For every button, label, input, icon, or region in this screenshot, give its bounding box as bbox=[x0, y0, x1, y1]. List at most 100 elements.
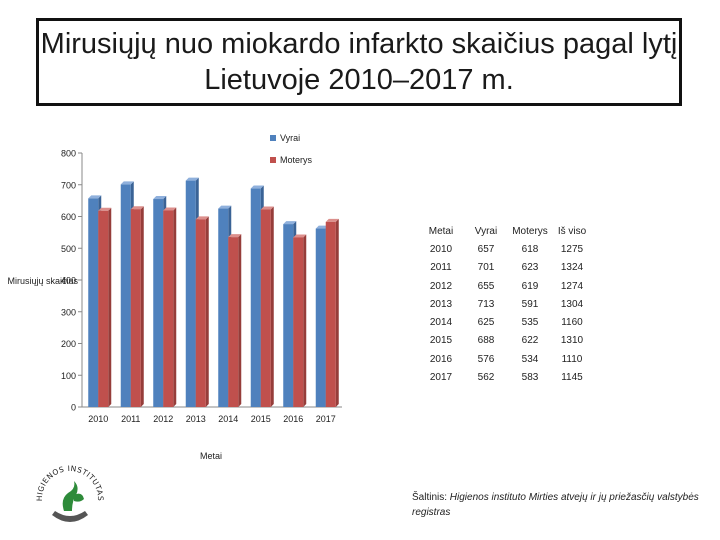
table-body: 2010 657 618 1275 2011 701 623 1324 2012 655 619 12… bbox=[418, 240, 592, 386]
bar-top bbox=[218, 205, 232, 209]
table-row: 2013 713 591 1304 bbox=[418, 295, 592, 313]
y-tick-label: 400 bbox=[61, 276, 76, 286]
y-tick-label: 800 bbox=[61, 149, 76, 159]
x-tick-label: 2016 bbox=[283, 414, 303, 424]
table-cell: 591 bbox=[521, 298, 539, 310]
bar-moterys bbox=[98, 210, 109, 407]
table-cell: 2014 bbox=[429, 317, 453, 329]
table-cell: 1145 bbox=[561, 372, 583, 384]
table-cell: 625 bbox=[477, 317, 495, 329]
x-tick-label: 2010 bbox=[88, 414, 108, 424]
table-cell: 1304 bbox=[560, 298, 584, 310]
logo-bowl bbox=[52, 511, 88, 522]
page-title: Mirusiųjų nuo miokardo infarkto skaičius… bbox=[40, 28, 678, 96]
bar-vyrai bbox=[250, 188, 261, 407]
table-cell: 619 bbox=[521, 280, 539, 292]
table-header: Iš viso bbox=[557, 225, 587, 237]
bar-top bbox=[228, 234, 242, 238]
table-cell: 1160 bbox=[561, 317, 583, 329]
logo-leaf bbox=[74, 493, 84, 502]
table-cell: 618 bbox=[521, 243, 539, 255]
x-tick-label: 2015 bbox=[251, 414, 271, 424]
title-box: Mirusiųjų nuo miokardo infarkto skaičius… bbox=[36, 18, 682, 106]
bar-top bbox=[283, 221, 297, 225]
x-tick-label: 2013 bbox=[186, 414, 206, 424]
bar-vyrai bbox=[218, 208, 229, 407]
bar-side bbox=[270, 206, 274, 407]
y-tick-label: 100 bbox=[61, 371, 76, 381]
table-cell: 534 bbox=[521, 353, 539, 365]
legend-label: Moterys bbox=[280, 155, 313, 165]
bar-top bbox=[315, 225, 329, 229]
table-header: Metai bbox=[428, 225, 454, 237]
table-header-row: Metai Vyrai Moterys Iš viso bbox=[418, 222, 592, 240]
legend-label: Vyrai bbox=[280, 133, 300, 143]
bar-side bbox=[173, 207, 177, 407]
bar-moterys bbox=[195, 219, 206, 407]
bar-top bbox=[153, 196, 167, 200]
table-cell: 1324 bbox=[560, 262, 584, 274]
bar-vyrai bbox=[120, 184, 131, 407]
bar-top bbox=[163, 207, 177, 211]
table-cell: 701 bbox=[477, 262, 495, 274]
bar-moterys bbox=[228, 237, 239, 407]
table-cell: 2010 bbox=[429, 243, 453, 255]
bar-side bbox=[108, 207, 112, 407]
table-row: 2016 576 534 1110 bbox=[418, 350, 592, 368]
bar-moterys bbox=[325, 221, 336, 407]
institute-logo: HIGIENOS INSTITUTAS bbox=[35, 464, 105, 522]
table-row: 2014 625 535 1160 bbox=[418, 313, 592, 331]
table-cell: 2017 bbox=[429, 372, 453, 384]
x-tick-label: 2017 bbox=[316, 414, 336, 424]
bar-moterys bbox=[130, 209, 141, 407]
x-tick-label: 2012 bbox=[153, 414, 173, 424]
y-tick-label: 200 bbox=[61, 339, 76, 349]
table-cell: 576 bbox=[477, 353, 495, 365]
bar-top bbox=[98, 207, 112, 211]
table-cell: 2015 bbox=[429, 335, 453, 347]
table-cell: 657 bbox=[477, 243, 495, 255]
x-tick-label: 2011 bbox=[121, 414, 140, 424]
bar-moterys bbox=[260, 209, 271, 407]
bar-vyrai bbox=[315, 228, 326, 407]
bar-top bbox=[185, 177, 199, 181]
y-tick-label: 0 bbox=[71, 403, 76, 413]
table-cell: 2016 bbox=[429, 353, 453, 365]
bar-side bbox=[303, 234, 307, 407]
source-text: Higienos instituto Mirties atvejų ir jų … bbox=[412, 492, 699, 518]
bar-top bbox=[260, 206, 274, 210]
y-tick-label: 600 bbox=[61, 212, 76, 222]
y-tick-label: 500 bbox=[61, 244, 76, 254]
bar-top bbox=[325, 218, 339, 222]
legend-swatch bbox=[270, 157, 276, 163]
table-cell: 583 bbox=[521, 372, 539, 384]
y-axis-label: Mirusiųjų skaičius bbox=[7, 276, 78, 286]
table-row: 2012 655 619 1274 bbox=[418, 277, 592, 295]
bar-top bbox=[130, 206, 144, 210]
table-cell: 2013 bbox=[429, 298, 453, 310]
bar-vyrai bbox=[153, 199, 164, 407]
bar-top bbox=[120, 181, 134, 185]
bar-side bbox=[140, 206, 144, 407]
logo-snake bbox=[62, 481, 78, 511]
table-cell: 535 bbox=[521, 317, 539, 329]
table-row: 2017 562 583 1145 bbox=[418, 368, 592, 386]
table-cell: 2012 bbox=[429, 280, 453, 292]
source-note: Šaltinis: Higienos instituto Mirties atv… bbox=[412, 490, 712, 520]
table-cell: 1274 bbox=[560, 280, 584, 292]
table-cell: 713 bbox=[477, 298, 495, 310]
bar-top bbox=[88, 195, 102, 199]
table-cell: 562 bbox=[477, 372, 495, 384]
table-row: 2010 657 618 1275 bbox=[418, 240, 592, 258]
table-header: Moterys bbox=[512, 225, 548, 237]
bar-vyrai bbox=[283, 224, 294, 407]
x-axis-label: Metai bbox=[200, 451, 222, 461]
table-header: Vyrai bbox=[474, 225, 498, 237]
bar-top bbox=[293, 234, 307, 238]
bar-side bbox=[238, 234, 242, 407]
table-cell: 655 bbox=[477, 280, 495, 292]
y-tick-label: 700 bbox=[61, 180, 76, 190]
legend-swatch bbox=[270, 135, 276, 141]
data-table: Metai Vyrai Moterys Iš viso 2010 657 618 12… bbox=[418, 222, 592, 387]
